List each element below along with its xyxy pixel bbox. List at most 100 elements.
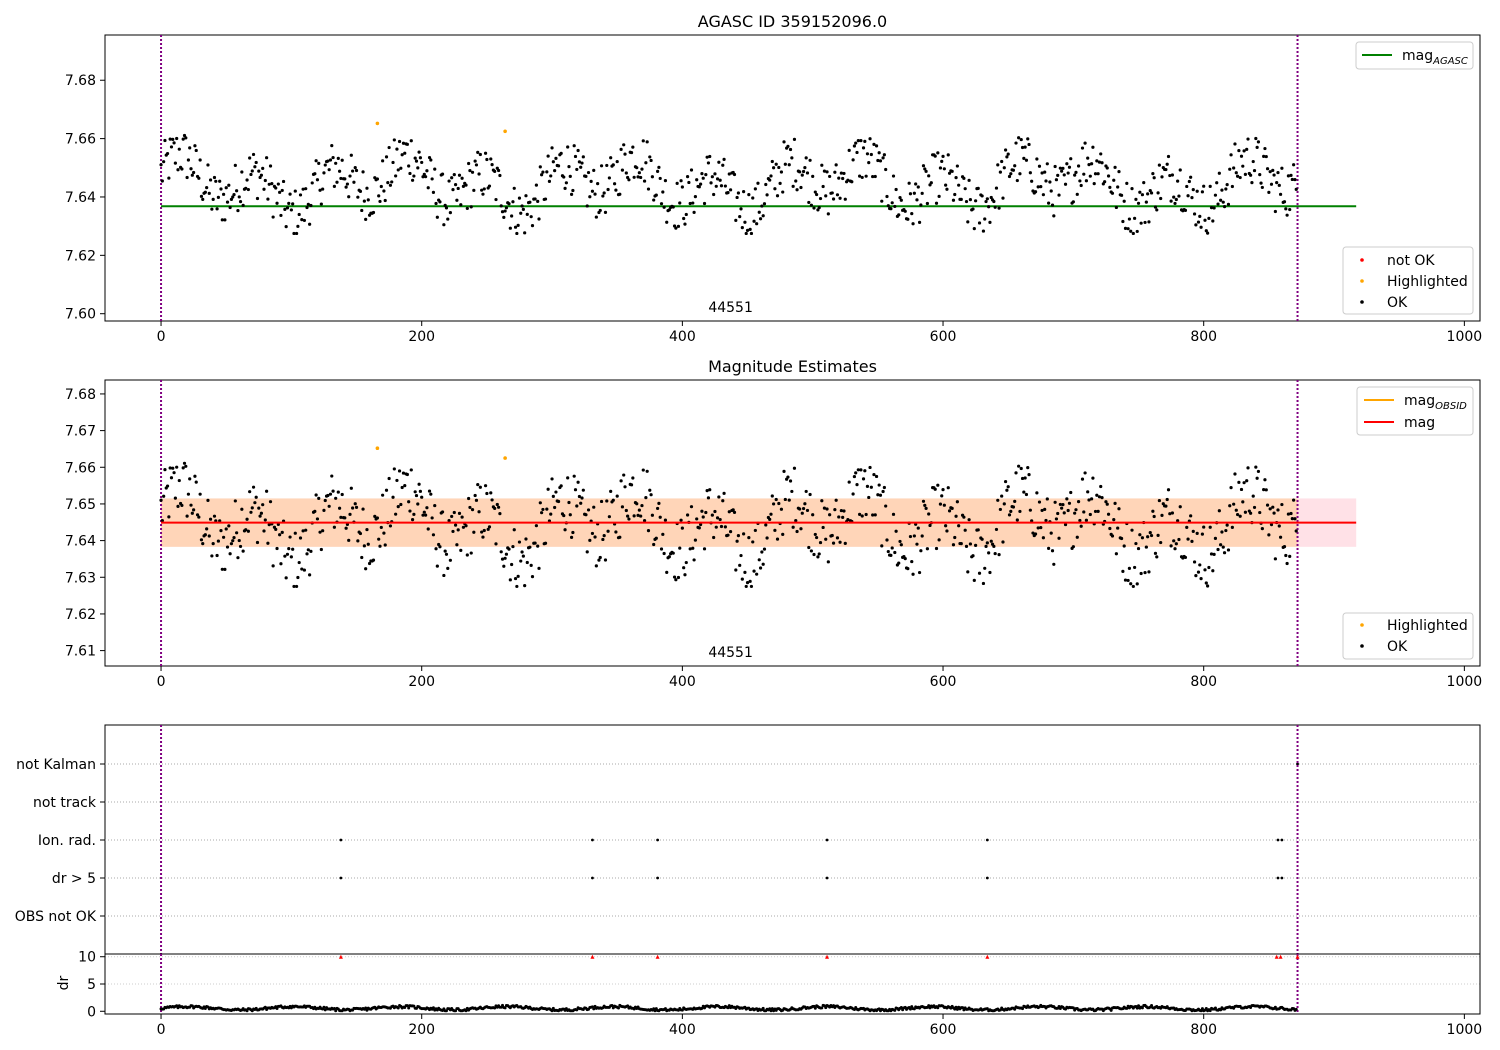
ok-point	[860, 514, 864, 518]
ok-point	[898, 539, 902, 544]
ok-point	[1017, 464, 1021, 468]
ok-point	[348, 512, 352, 516]
ok-point	[472, 188, 476, 192]
ok-point	[685, 175, 690, 179]
ok-point	[472, 530, 476, 534]
ok-point	[1063, 522, 1068, 527]
ok-point	[1177, 194, 1181, 198]
ok-point	[891, 512, 896, 516]
ok-point	[1277, 524, 1281, 528]
ok-point	[856, 468, 860, 472]
ok-point	[1216, 202, 1220, 206]
ok-point	[201, 197, 205, 201]
dr-point	[908, 1007, 912, 1011]
ok-point	[257, 169, 261, 173]
ok-point	[821, 525, 825, 530]
ok-point	[937, 194, 941, 198]
ok-point	[871, 513, 875, 517]
legend-marker	[1360, 258, 1364, 262]
ok-point	[691, 201, 695, 205]
ok-point	[414, 159, 419, 163]
ok-point	[697, 185, 701, 189]
ok-point	[364, 567, 368, 571]
ok-point	[193, 144, 197, 148]
flag-point	[1296, 762, 1299, 766]
ok-point	[1159, 196, 1163, 201]
ok-point	[388, 524, 393, 528]
ok-point	[834, 498, 838, 502]
ok-point	[782, 469, 786, 474]
ok-point	[1033, 532, 1038, 536]
ok-point	[846, 178, 850, 182]
ok-point	[998, 507, 1002, 512]
ok-point	[1255, 476, 1259, 480]
ok-point	[612, 182, 617, 186]
ok-point	[738, 563, 742, 567]
ok-point	[427, 489, 432, 493]
ok-point	[353, 166, 357, 170]
ok-point	[263, 518, 267, 522]
legend-label-main: mag	[1404, 393, 1435, 409]
ok-point	[868, 137, 872, 141]
ok-point	[624, 508, 628, 513]
ok-point	[497, 168, 501, 173]
ok-point	[886, 204, 890, 208]
ok-point	[177, 147, 181, 151]
ok-point	[211, 542, 215, 546]
ok-point	[748, 579, 752, 583]
ok-point	[568, 174, 572, 179]
y-tick-label: 7.65	[65, 497, 96, 513]
ok-point	[804, 156, 808, 160]
ok-point	[1091, 145, 1095, 149]
ok-point	[658, 176, 662, 181]
ok-point	[812, 206, 816, 210]
ok-point	[627, 517, 631, 521]
ok-point	[1133, 216, 1137, 220]
ok-point	[483, 151, 488, 155]
ok-point	[751, 540, 755, 544]
ok-point	[1225, 183, 1229, 187]
ok-point	[268, 500, 273, 504]
ok-point	[760, 550, 764, 554]
ok-point	[825, 170, 829, 174]
ok-point	[517, 196, 522, 200]
ok-point	[1002, 166, 1006, 170]
ok-point	[502, 215, 506, 219]
ok-point	[508, 226, 512, 230]
ok-point	[231, 195, 235, 199]
ok-point	[687, 180, 691, 185]
ok-point	[255, 540, 260, 545]
ok-point	[937, 538, 941, 542]
ok-point	[392, 467, 396, 471]
ok-point	[623, 485, 627, 489]
ok-point	[727, 172, 731, 176]
ok-point	[1172, 539, 1176, 543]
ok-point	[640, 503, 644, 508]
ok-point	[353, 502, 357, 506]
ok-point	[1015, 178, 1019, 183]
ok-point	[1289, 511, 1293, 516]
ok-point	[981, 229, 986, 233]
ok-point	[974, 543, 978, 548]
ok-point	[1172, 195, 1176, 199]
ok-point	[721, 499, 725, 503]
ok-point	[1035, 491, 1039, 495]
ok-point	[579, 165, 583, 169]
ok-point	[294, 584, 299, 589]
ok-point	[377, 537, 381, 541]
ok-point	[951, 198, 956, 202]
ok-point	[760, 204, 764, 208]
ok-point	[1232, 502, 1236, 506]
ok-point	[1027, 142, 1031, 147]
ok-point	[637, 508, 641, 512]
ok-point	[811, 174, 815, 178]
ok-point	[1013, 499, 1017, 503]
ok-point	[1024, 158, 1029, 162]
ok-point	[837, 176, 841, 180]
ok-point	[631, 145, 635, 149]
ok-point	[856, 139, 860, 143]
ok-point	[603, 210, 608, 214]
ok-point	[397, 469, 402, 473]
ok-point	[266, 197, 270, 201]
ok-point	[235, 531, 239, 535]
